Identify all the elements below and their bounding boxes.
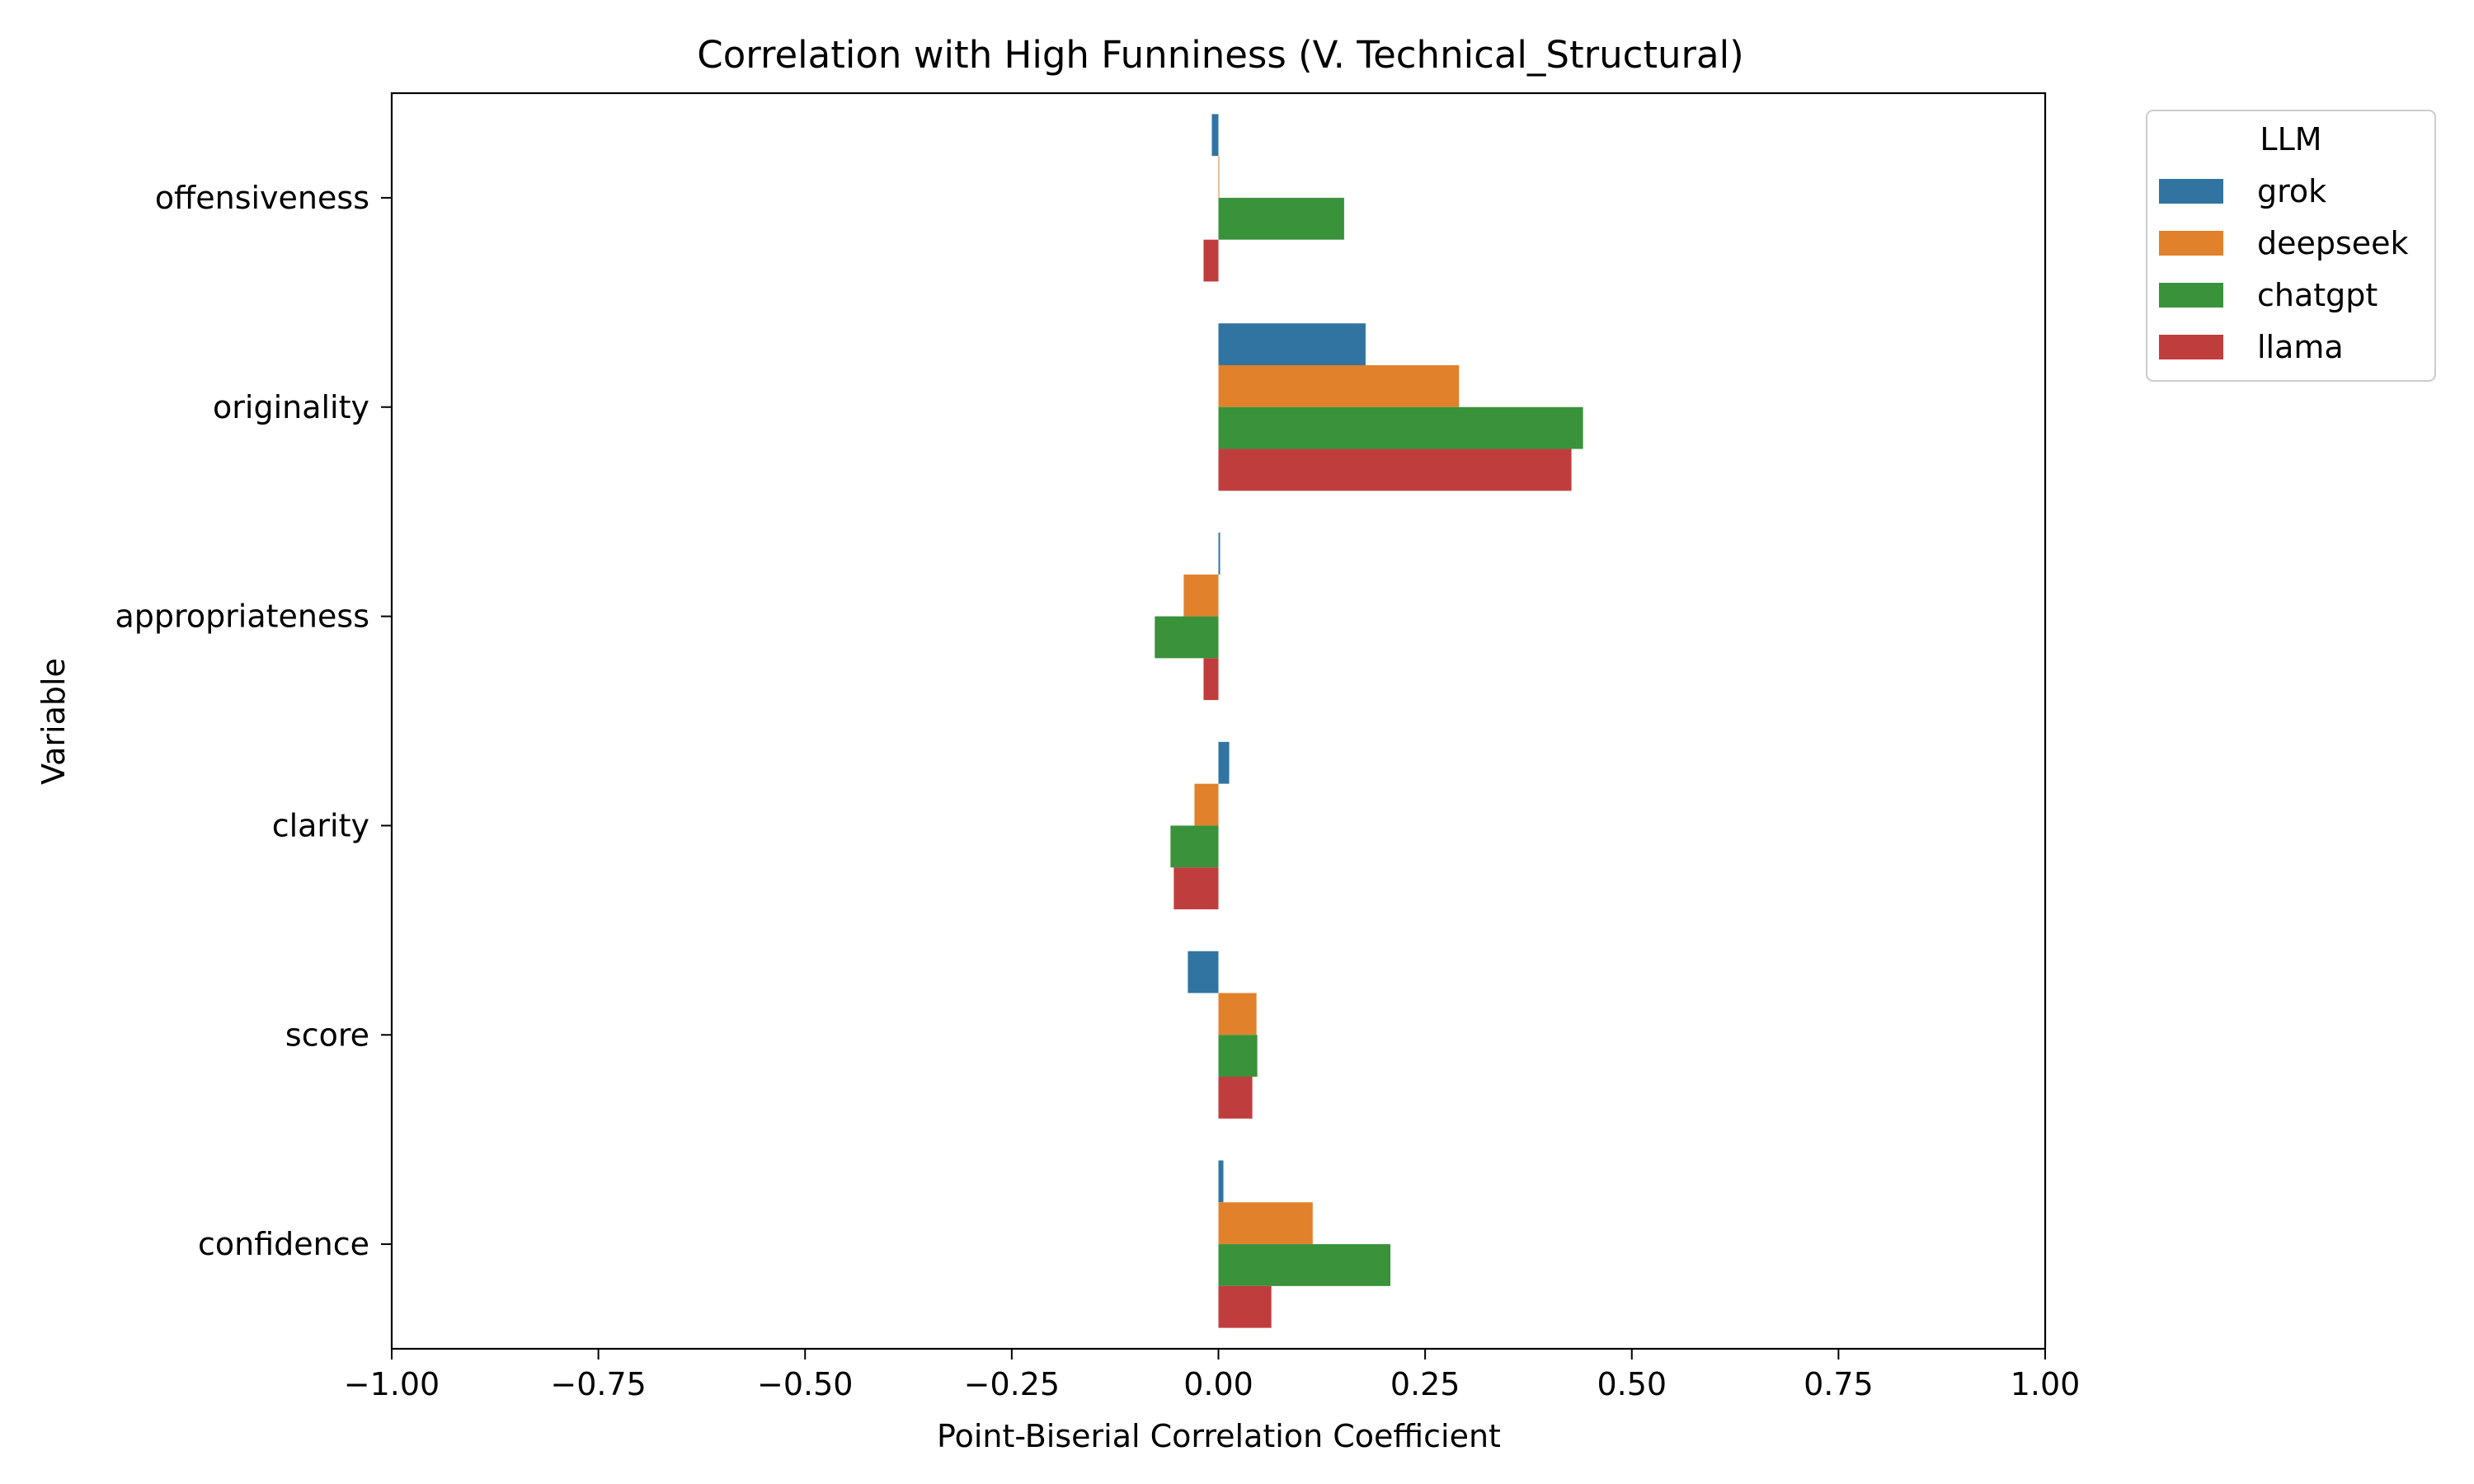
y-tick-label: offensiveness [155, 180, 369, 216]
bar-llama-confidence [1218, 1285, 1272, 1328]
x-axis-label: Point-Biserial Correlation Coefficient [937, 1418, 1501, 1454]
bar-grok-appropriateness [1218, 533, 1221, 575]
y-tick-label: confidence [198, 1226, 369, 1262]
legend-swatch-grok [2159, 179, 2223, 204]
legend: LLM grok deepseek chatgpt llama [2146, 110, 2436, 382]
bars-group [1155, 114, 1583, 1328]
y-axis-label: Variable [35, 658, 72, 785]
legend-swatch-llama [2159, 335, 2223, 359]
bar-llama-originality [1218, 448, 1572, 491]
bar-llama-score [1218, 1077, 1253, 1119]
legend-frame [2146, 110, 2436, 382]
bar-grok-clarity [1218, 741, 1230, 784]
y-tick-label: score [285, 1017, 369, 1053]
legend-items: grok deepseek chatgpt llama [2159, 173, 2409, 365]
bar-deepseek-clarity [1194, 783, 1219, 826]
x-tick-label: −1.00 [344, 1366, 440, 1402]
bar-deepseek-appropriateness [1183, 574, 1219, 617]
chart-title: Correlation with High Funniness (V. Tech… [697, 33, 1743, 77]
bar-grok-score [1188, 951, 1219, 993]
bar-llama-appropriateness [1203, 658, 1219, 701]
bar-chatgpt-score [1218, 1035, 1258, 1078]
bar-chatgpt-appropriateness [1155, 616, 1219, 659]
legend-title: LLM [2260, 121, 2321, 157]
bar-llama-clarity [1174, 867, 1219, 909]
bar-chatgpt-offensiveness [1218, 197, 1344, 240]
x-axis-ticks: −1.00 −0.75 −0.50 −0.25 0.00 0.25 0.50 0.75 1.00 [344, 1349, 2081, 1402]
bar-deepseek-originality [1218, 364, 1460, 407]
bar-grok-confidence [1218, 1160, 1224, 1203]
x-tick-label: 0.00 [1183, 1366, 1253, 1402]
bar-deepseek-score [1218, 993, 1257, 1036]
bar-chatgpt-confidence [1218, 1244, 1391, 1286]
bar-deepseek-offensiveness [1218, 156, 1220, 198]
legend-label-llama: llama [2257, 329, 2344, 365]
legend-label-grok: grok [2257, 173, 2326, 209]
x-tick-label: −0.50 [757, 1366, 853, 1402]
bar-grok-offensiveness [1211, 114, 1219, 157]
bar-chatgpt-originality [1218, 406, 1583, 449]
x-tick-label: −0.75 [550, 1366, 646, 1402]
x-tick-label: 0.25 [1390, 1366, 1460, 1402]
bar-deepseek-confidence [1218, 1202, 1313, 1245]
x-tick-label: 1.00 [2011, 1366, 2081, 1402]
bar-chatgpt-clarity [1170, 825, 1219, 868]
x-tick-label: 0.75 [1804, 1366, 1874, 1402]
y-tick-label: clarity [272, 807, 369, 843]
legend-swatch-deepseek [2159, 231, 2223, 256]
bar-llama-offensiveness [1203, 239, 1219, 282]
x-tick-label: −0.25 [964, 1366, 1060, 1402]
legend-swatch-chatgpt [2159, 283, 2223, 308]
y-tick-label: appropriateness [115, 599, 370, 635]
y-axis-ticks: offensiveness originality appropriateness c… [115, 180, 392, 1262]
y-tick-label: originality [213, 389, 369, 425]
bar-grok-originality [1218, 323, 1366, 365]
legend-label-chatgpt: chatgpt [2257, 277, 2378, 313]
legend-label-deepseek: deepseek [2257, 225, 2409, 261]
x-tick-label: 0.50 [1597, 1366, 1667, 1402]
